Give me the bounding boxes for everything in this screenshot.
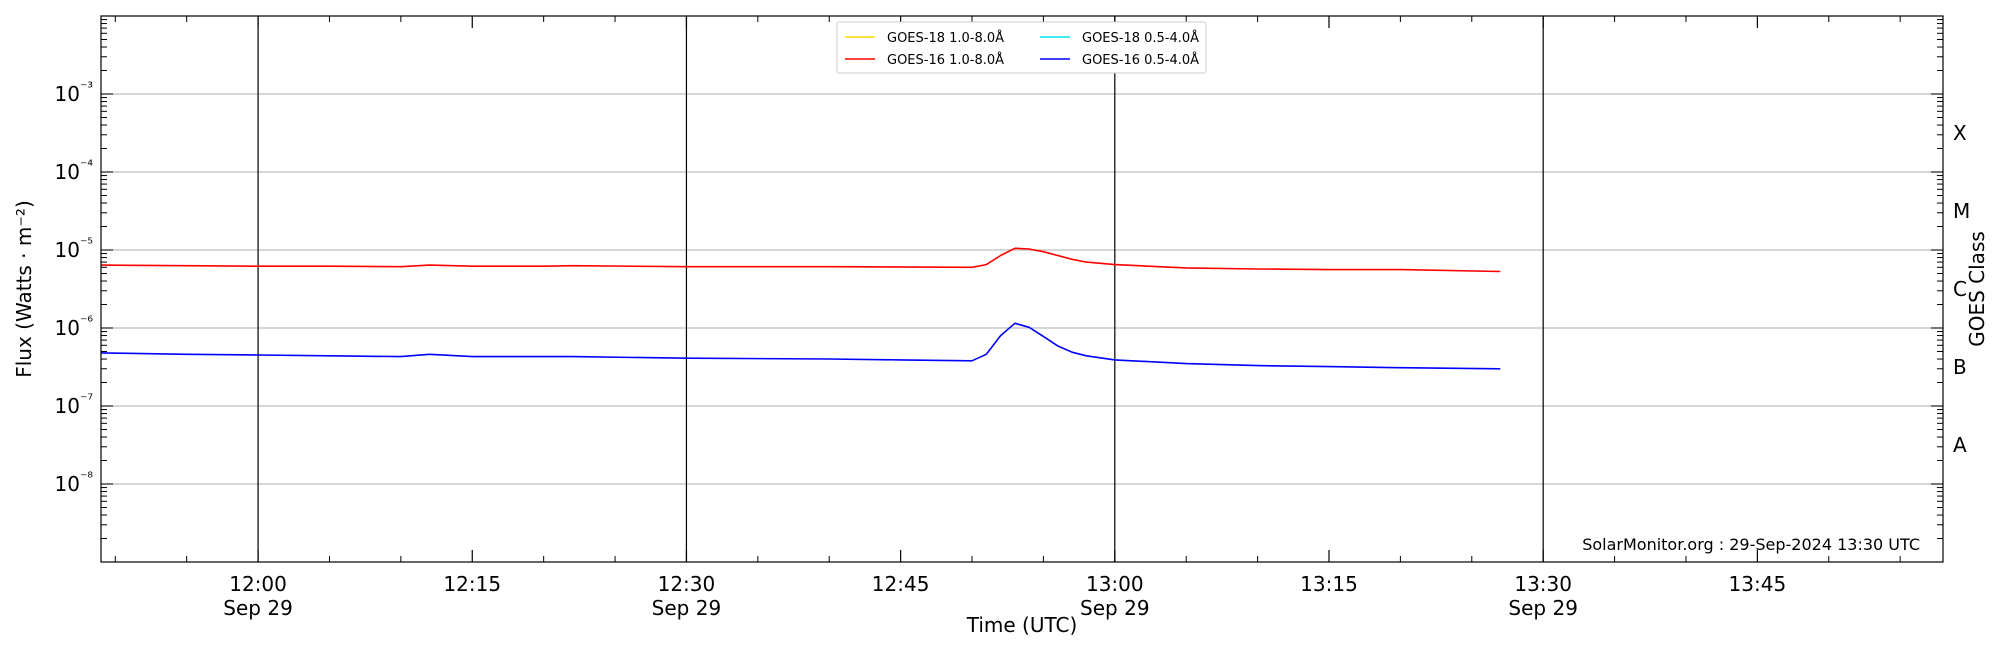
axis-ticks (101, 16, 1943, 563)
x-tick-label: 12:30 (658, 572, 716, 596)
credit-annotation: SolarMonitor.org : 29-Sep-2024 13:30 UTC (1582, 535, 1920, 554)
y-tick-label: 10⁻³ (55, 80, 93, 106)
y-axis-title: Flux (Watts · m⁻²) (12, 200, 36, 378)
y-tick-label: 10⁻⁵ (55, 236, 93, 262)
x-tick-label: 13:30 (1514, 572, 1572, 596)
series-line (100, 322, 1501, 370)
day-marker-lines (257, 16, 1544, 562)
goes-class-label: B (1953, 355, 1967, 379)
y-tick-label: 10⁻⁷ (55, 392, 93, 418)
legend-entry-label: GOES-18 1.0-8.0Å (887, 30, 1004, 46)
x-tick-label: 12:45 (872, 572, 930, 596)
x-tick-label: 13:15 (1300, 572, 1358, 596)
x-axis-title: Time (UTC) (966, 613, 1078, 637)
legend: GOES-18 1.0-8.0Å GOES-16 1.0-8.0Å GOES-18 … (836, 21, 1207, 74)
x-tick-date-label: Sep 29 (223, 596, 293, 620)
y-tick-label: 10⁻⁶ (55, 314, 94, 340)
x-tick-date-label: Sep 29 (1080, 596, 1150, 620)
y-tick-label: 10⁻⁸ (55, 470, 94, 496)
goes-class-label: A (1953, 433, 1967, 457)
goes-class-label: C (1953, 277, 1967, 301)
legend-entry-label: GOES-16 0.5-4.0Å (1082, 52, 1199, 68)
x-tick-date-label: Sep 29 (652, 596, 722, 620)
gridlines (101, 93, 1943, 485)
plot-frame (100, 15, 1944, 563)
goes-class-label: M (1953, 199, 1970, 223)
y-tick-label: 10⁻⁴ (55, 158, 94, 184)
legend-entry-label: GOES-18 0.5-4.0Å (1082, 30, 1199, 46)
series-line (100, 247, 1501, 273)
x-tick-label: 12:00 (229, 572, 287, 596)
goes-class-axis-title: GOES Class (1965, 231, 1989, 347)
x-tick-date-label: Sep 29 (1508, 596, 1578, 620)
x-tick-label: 13:00 (1086, 572, 1144, 596)
x-tick-label: 12:15 (443, 572, 501, 596)
x-tick-label: 13:45 (1729, 572, 1787, 596)
goes-class-label: X (1953, 121, 1967, 145)
legend-box (836, 21, 1207, 74)
data-series (100, 247, 1501, 370)
legend-entry-label: GOES-16 1.0-8.0Å (887, 52, 1004, 68)
